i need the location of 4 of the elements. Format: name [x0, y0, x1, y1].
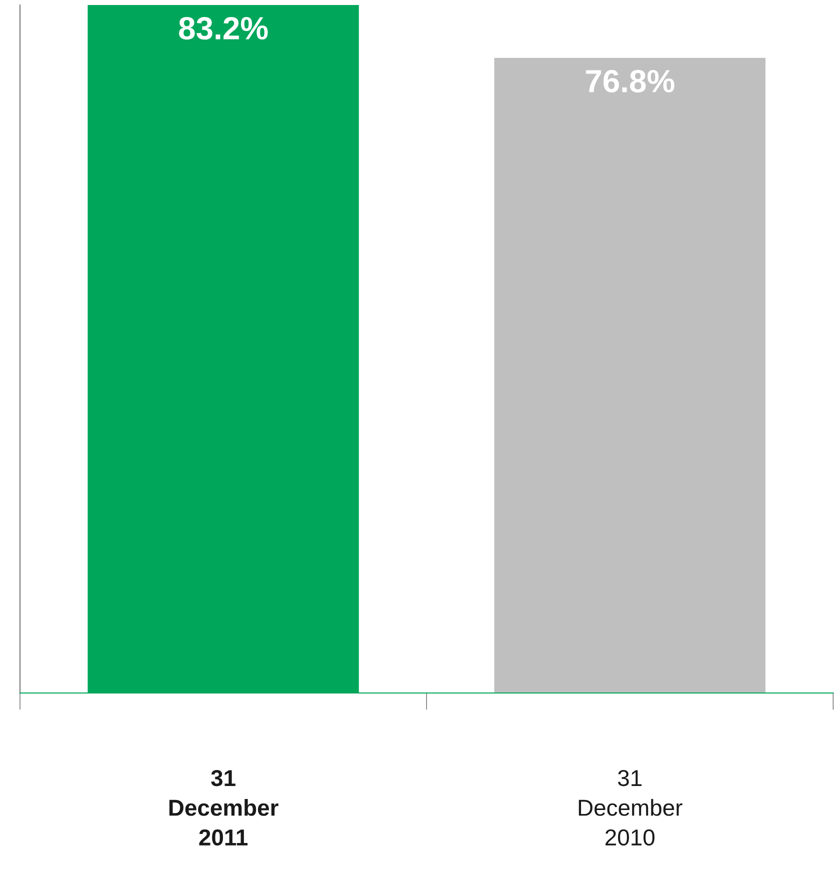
- data-label: 83.2%: [179, 16, 268, 40]
- x-tick-label: 31 December 2011: [169, 770, 278, 846]
- data-label: 76.8%: [586, 70, 674, 92]
- x-tick-label: 31 December 2010: [578, 770, 682, 846]
